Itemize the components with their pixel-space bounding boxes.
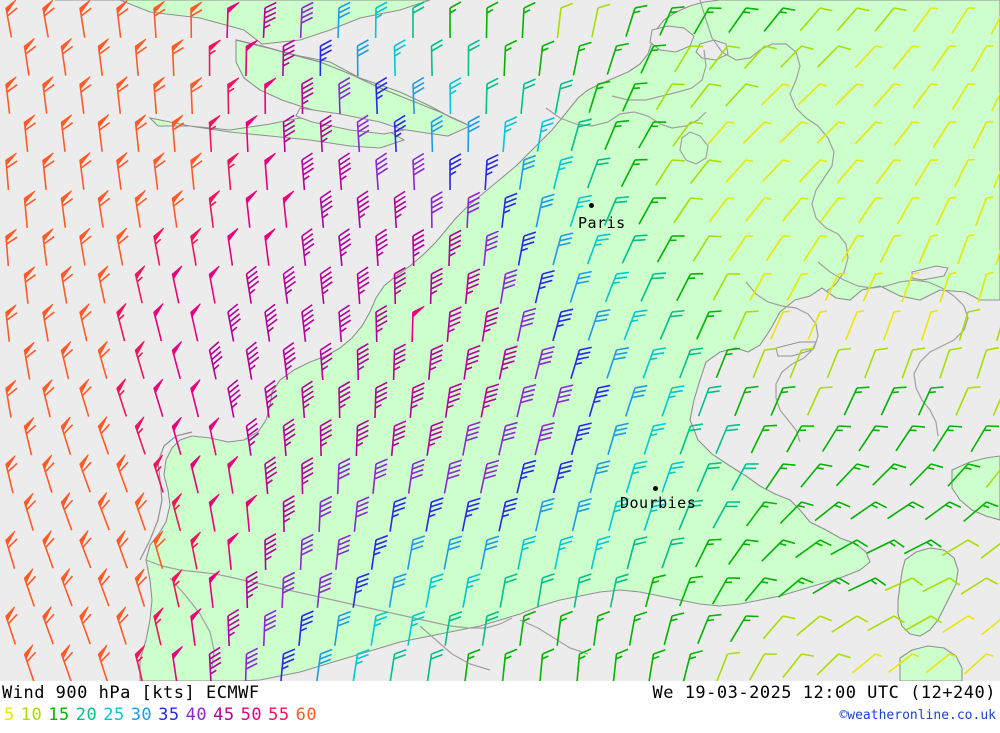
legend-tick-10: 10 (20, 705, 43, 725)
legend-tick-60: 60 (295, 705, 318, 725)
legend-tick-25: 25 (103, 705, 125, 725)
legend-tick-15: 15 (48, 705, 70, 725)
legend-tick-5: 5 (4, 705, 15, 725)
country-borders (145, 0, 969, 671)
map-graphics (3, 0, 1000, 681)
legend-tick-55: 55 (268, 705, 290, 725)
legend-tick-20: 20 (75, 705, 98, 725)
legend-tick-30: 30 (130, 705, 153, 725)
wind-speed-legend: 5 10 15 20 25 30 35 40 45 50 55 60 (4, 705, 323, 725)
coastlines (139, 39, 467, 561)
sea-inlets (295, 25, 949, 357)
map-footer: Wind 900 hPa [kts] ECMWF 5 10 15 20 25 30 35 40… (0, 681, 1000, 733)
city-marker-dourbies (653, 486, 658, 491)
product-title: Wind 900 hPa [kts] ECMWF (2, 683, 260, 703)
valid-datetime: We 19-03-2025 12:00 UTC (12+240) (652, 683, 996, 703)
legend-tick-50: 50 (240, 705, 263, 725)
city-label-paris: Paris (578, 214, 626, 232)
legend-tick-40: 40 (185, 705, 208, 725)
copyright-credit: ©weatheronline.co.uk (839, 708, 996, 723)
city-marker-paris (589, 203, 594, 208)
legend-tick-45: 45 (213, 705, 235, 725)
legend-tick-35: 35 (158, 705, 180, 725)
map-canvas[interactable]: Paris Dourbies (0, 0, 1000, 681)
city-label-dourbies: Dourbies (620, 494, 697, 512)
